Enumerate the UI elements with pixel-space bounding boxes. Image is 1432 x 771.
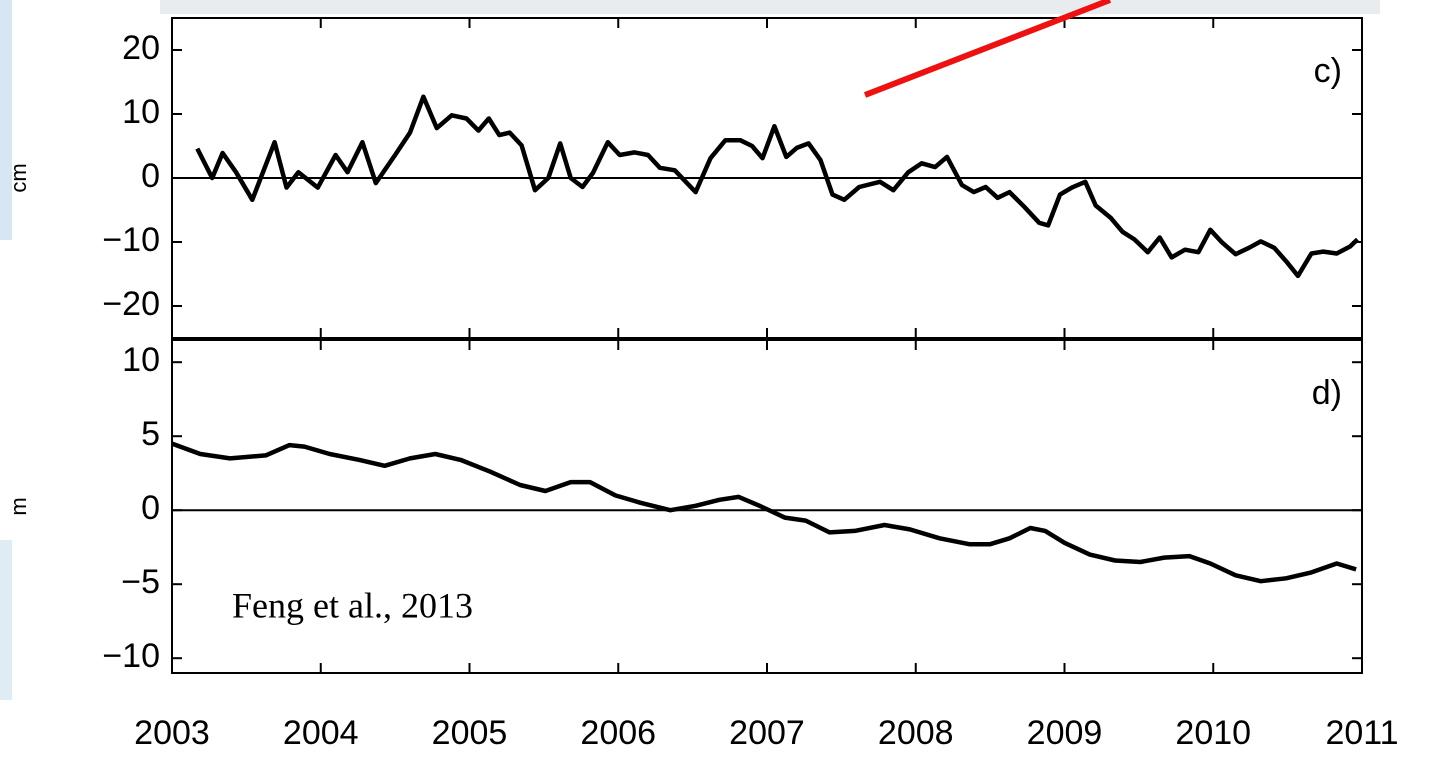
chart: 20100−10−20cmc)1050−5−102003200420052006… <box>0 0 1432 771</box>
y-tick-label: 10 <box>122 93 160 131</box>
citation: Feng et al., 2013 <box>232 585 473 625</box>
x-tick-label: 2003 <box>134 714 210 752</box>
y-tick-label: −10 <box>102 221 160 259</box>
x-tick-label: 2005 <box>432 714 508 752</box>
y-tick-label: 10 <box>122 341 160 379</box>
data-line <box>197 97 1357 276</box>
y-axis-label: m <box>6 497 31 515</box>
y-tick-label: 20 <box>122 29 160 67</box>
panel-label: c) <box>1314 52 1342 90</box>
data-line <box>172 444 1356 582</box>
red-arrow <box>865 0 1110 95</box>
image-strip <box>160 0 1380 14</box>
page: 20100−10−20cmc)1050−5−102003200420052006… <box>0 0 1432 771</box>
x-tick-label: 2004 <box>283 714 359 752</box>
x-tick-label: 2007 <box>729 714 805 752</box>
background-edge <box>0 540 12 700</box>
x-tick-label: 2011 <box>1325 714 1398 752</box>
y-tick-label: 5 <box>141 415 160 453</box>
x-tick-label: 2008 <box>878 714 954 752</box>
y-tick-label: 0 <box>141 157 160 195</box>
x-tick-label: 2010 <box>1175 714 1251 752</box>
y-tick-label: −10 <box>102 637 160 675</box>
panel-label: d) <box>1312 374 1342 412</box>
x-tick-label: 2009 <box>1027 714 1103 752</box>
y-tick-label: 0 <box>141 489 160 527</box>
y-tick-label: −5 <box>121 563 160 601</box>
y-axis-label: cm <box>6 163 31 192</box>
background-edge <box>0 0 12 240</box>
y-tick-label: −20 <box>102 285 160 323</box>
x-tick-label: 2006 <box>580 714 656 752</box>
